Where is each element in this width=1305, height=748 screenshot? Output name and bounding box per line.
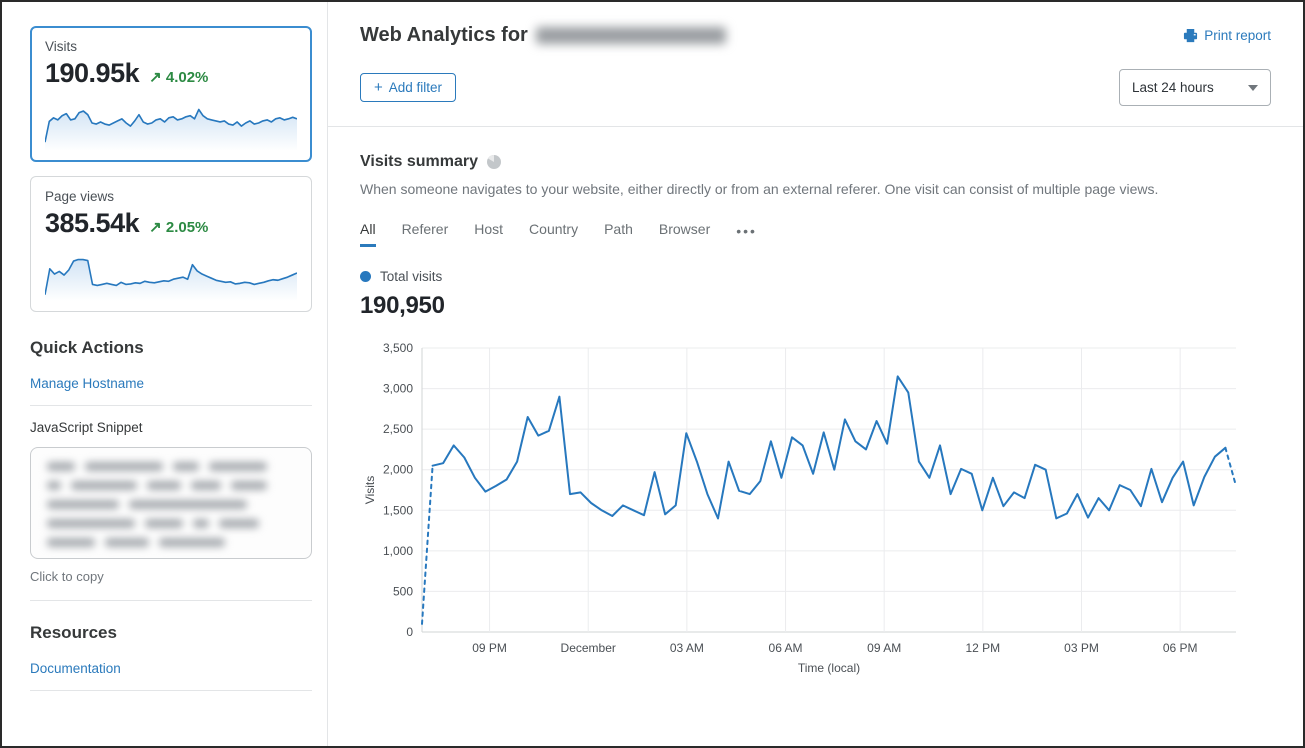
metric-label: Page views (45, 189, 115, 204)
chevron-down-icon (1248, 84, 1258, 91)
click-to-copy-hint: Click to copy (30, 569, 104, 584)
svg-text:09 PM: 09 PM (472, 641, 507, 655)
divider (30, 600, 312, 601)
add-filter-button[interactable]: + Add filter (360, 73, 457, 102)
plus-icon: + (374, 79, 383, 96)
legend-dot-icon (360, 271, 371, 282)
more-tabs-icon[interactable]: ••• (736, 222, 757, 239)
svg-text:2,500: 2,500 (383, 422, 413, 436)
metric-card-pageviews[interactable]: Page views 385.54k ↗ 2.05% (30, 176, 312, 312)
metric-delta: ↗ 2.05% (149, 219, 209, 236)
svg-text:06 PM: 06 PM (1163, 641, 1198, 655)
manage-hostname-link[interactable]: Manage Hostname (30, 376, 145, 391)
sidebar: Visits 190.95k ↗ 4.02% Page views 385.54… (2, 2, 328, 746)
svg-text:03 PM: 03 PM (1064, 641, 1099, 655)
tab-country[interactable]: Country (529, 221, 579, 237)
svg-text:0: 0 (406, 625, 413, 639)
tab-path[interactable]: Path (604, 221, 633, 237)
svg-text:3,000: 3,000 (383, 382, 413, 396)
section-description: When someone navigates to your website, … (360, 181, 1159, 197)
legend-label: Total visits (380, 269, 443, 284)
svg-text:2,000: 2,000 (383, 463, 413, 477)
print-report-link[interactable]: Print report (1183, 28, 1271, 43)
metric-delta: ↗ 4.02% (149, 69, 209, 86)
svg-text:1,000: 1,000 (383, 544, 413, 558)
visits-sparkline (45, 108, 297, 151)
metric-label: Visits (45, 39, 78, 54)
resources-title: Resources (30, 623, 117, 642)
time-range-select[interactable]: Last 24 hours (1119, 69, 1271, 106)
divider (328, 126, 1303, 127)
svg-text:Visits: Visits (363, 476, 377, 504)
js-snippet-label: JavaScript Snippet (30, 420, 143, 435)
summary-tabs: All Referer Host Country Path Browser ••… (360, 221, 1271, 247)
metric-value: 385.54k (45, 208, 140, 238)
visits-chart: 0 500 1,000 1,500 2,000 2,500 3,000 3,500 09 PM D… (360, 334, 1271, 684)
svg-text:Time (local): Time (local) (798, 661, 860, 675)
redacted-domain (535, 27, 726, 44)
tab-referer[interactable]: Referer (401, 221, 449, 237)
metric-card-visits[interactable]: Visits 190.95k ↗ 4.02% (30, 26, 312, 162)
quick-actions-title: Quick Actions (30, 338, 144, 357)
documentation-link[interactable]: Documentation (30, 661, 121, 676)
svg-text:1,500: 1,500 (383, 503, 413, 517)
divider (30, 690, 312, 691)
visits-chart-svg: 0 500 1,000 1,500 2,000 2,500 3,000 3,500 09 PM D… (363, 341, 1237, 675)
svg-text:03 AM: 03 AM (670, 641, 704, 655)
code-snippet-redacted[interactable] (30, 447, 312, 559)
total-visits-value: 190,950 (360, 292, 445, 319)
trend-up-icon: ↗ (149, 69, 162, 86)
trend-up-icon: ↗ (149, 219, 162, 236)
svg-text:12 PM: 12 PM (966, 641, 1001, 655)
svg-text:09 AM: 09 AM (867, 641, 901, 655)
printer-icon (1184, 28, 1198, 43)
main-panel: Web Analytics for Print report + Add fil… (328, 2, 1303, 746)
section-title: Visits summary (360, 153, 478, 170)
chart-legend: Total visits (360, 269, 1271, 284)
metric-value: 190.95k (45, 58, 140, 88)
tab-host[interactable]: Host (474, 221, 504, 237)
divider (30, 405, 312, 406)
svg-text:3,500: 3,500 (383, 341, 413, 355)
page-title: Web Analytics for (360, 24, 726, 47)
tab-all[interactable]: All (360, 221, 376, 247)
svg-text:06 AM: 06 AM (769, 641, 803, 655)
time-range-value: Last 24 hours (1132, 80, 1214, 95)
pie-chart-icon (487, 154, 501, 169)
svg-text:December: December (561, 641, 616, 655)
svg-text:500: 500 (393, 584, 413, 598)
tab-browser[interactable]: Browser (658, 221, 711, 237)
pageviews-sparkline (45, 258, 297, 301)
